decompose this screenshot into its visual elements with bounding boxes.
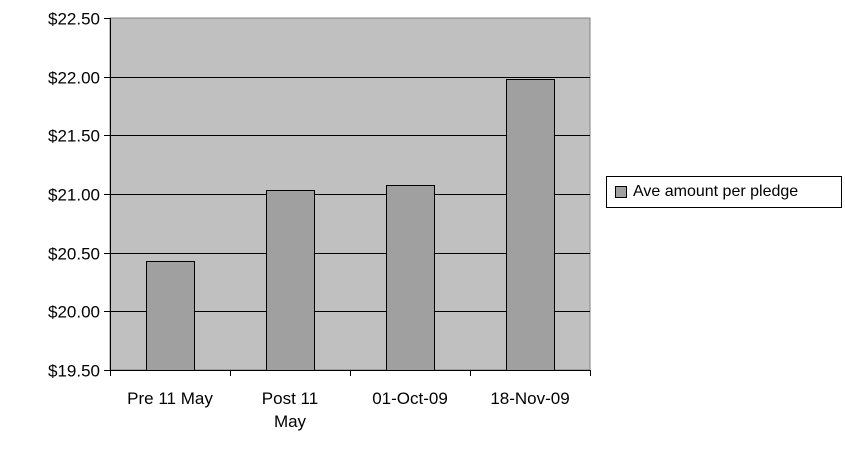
bar bbox=[146, 261, 195, 371]
x-axis: Pre 11 May Post 11 May 01-Oct-09 18-Nov-09 bbox=[110, 370, 591, 431]
legend-swatch bbox=[615, 186, 627, 198]
x-category-label: Pre 11 May bbox=[127, 389, 213, 408]
y-tick-label: $21.50 bbox=[48, 127, 100, 146]
y-tick-label: $20.00 bbox=[48, 303, 100, 322]
y-tick-label: $22.00 bbox=[48, 69, 100, 88]
bars bbox=[146, 79, 555, 371]
y-axis: $19.50 $20.00 $20.50 $21.00 $21.50 $22.00 $22.… bbox=[48, 10, 111, 381]
x-category-label: 18-Nov-09 bbox=[490, 389, 569, 408]
bar bbox=[266, 190, 315, 371]
y-tick-label: $19.50 bbox=[48, 362, 100, 381]
y-tick-label: $20.50 bbox=[48, 245, 100, 264]
legend: Ave amount per pledge bbox=[606, 176, 842, 208]
x-category-label: 01-Oct-09 bbox=[372, 389, 448, 408]
y-tick-label: $22.50 bbox=[48, 10, 100, 29]
legend-label: Ave amount per pledge bbox=[633, 183, 799, 200]
bar bbox=[386, 185, 435, 371]
y-tick-label: $21.00 bbox=[48, 186, 100, 205]
bar bbox=[506, 79, 555, 371]
x-category-label: Post 11 May bbox=[262, 389, 318, 431]
